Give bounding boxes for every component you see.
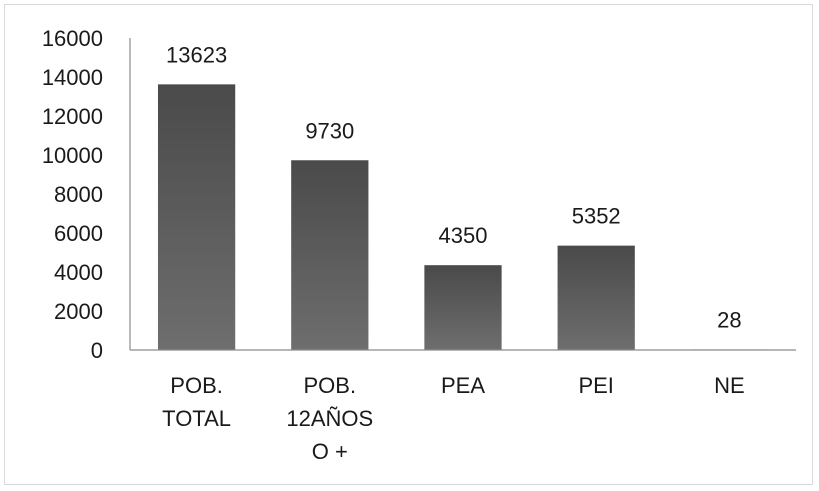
x-category-label-line: O + (312, 439, 348, 464)
x-category-label-line: PEI (578, 373, 613, 398)
x-category-label-line: POB. (304, 373, 357, 398)
data-labels: 13623 9730 4350 5352 28 (166, 42, 742, 332)
x-category-label: PEI (578, 373, 613, 398)
bar (157, 84, 236, 350)
bar-data-label: 5352 (572, 204, 621, 229)
y-tick-label: 0 (91, 338, 103, 363)
x-category-label-line: POB. (170, 373, 223, 398)
y-tick-label: 10000 (42, 143, 103, 168)
x-category-label: POB. 12AÑOS O + (286, 373, 373, 464)
y-tick-label: 2000 (54, 299, 103, 324)
bar (291, 160, 369, 350)
y-tick-label: 16000 (42, 26, 103, 51)
bar-data-label: 9730 (305, 118, 354, 143)
chart-frame (4, 4, 813, 485)
bar (557, 245, 635, 350)
bar-data-label: 28 (717, 307, 741, 332)
y-tick-label: 8000 (54, 182, 103, 207)
y-axis-tick-labels: 0 2000 4000 6000 8000 10000 12000 14000 16000 (42, 26, 103, 363)
y-tick-label: 6000 (54, 221, 103, 246)
bar-data-label: 4350 (439, 223, 488, 248)
x-category-label: NE (714, 373, 745, 398)
y-tick-label: 4000 (54, 260, 103, 285)
y-tick-label: 12000 (42, 104, 103, 129)
bar-data-label: 13623 (166, 42, 227, 67)
x-category-label-line: 12AÑOS (286, 406, 373, 431)
x-category-label-line: TOTAL (162, 406, 231, 431)
x-category-label: POB. TOTAL (162, 373, 231, 431)
x-category-label: PEA (441, 373, 485, 398)
x-category-label-line: PEA (441, 373, 485, 398)
bars (157, 84, 769, 350)
bar (424, 265, 502, 350)
x-axis-category-labels: POB. TOTAL POB. 12AÑOS O + PEA PEI NE (162, 373, 745, 464)
y-tick-label: 14000 (42, 65, 103, 90)
x-category-label-line: NE (714, 373, 745, 398)
